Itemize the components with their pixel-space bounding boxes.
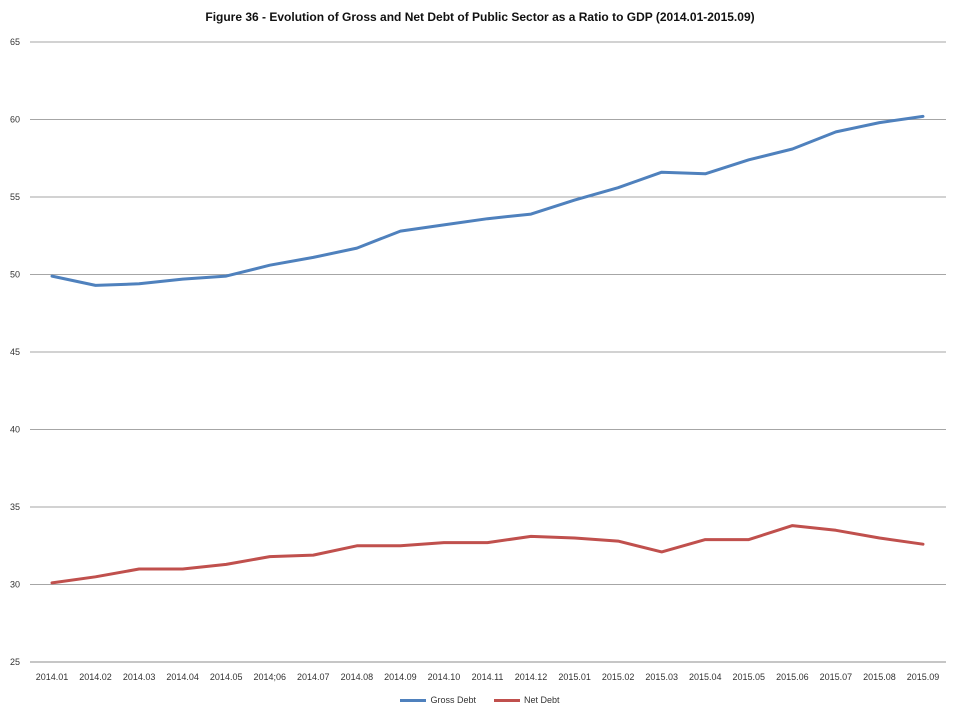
- chart-legend: Gross Debt Net Debt: [0, 695, 960, 705]
- legend-label: Net Debt: [523, 695, 560, 705]
- x-tick-label: 2014.11: [472, 672, 504, 682]
- x-tick-label: 2014.04: [166, 672, 199, 682]
- series-gross-debt: [50, 114, 925, 287]
- x-tick-label: 2014.09: [384, 672, 417, 682]
- y-tick-label: 65: [10, 37, 20, 47]
- x-tick-label: 2015.01: [558, 672, 591, 682]
- x-tick-label: 2015.03: [645, 672, 678, 682]
- y-tick-label: 45: [10, 347, 20, 357]
- x-tick-label: 2014.03: [123, 672, 156, 682]
- x-tick-label: 2014.08: [341, 672, 374, 682]
- legend-label: Gross Debt: [430, 695, 476, 705]
- y-tick-label: 35: [10, 502, 20, 512]
- gridlines: [30, 41, 946, 663]
- x-tick-label: 2014.01: [36, 672, 69, 682]
- series-net-debt: [50, 524, 925, 585]
- x-tick-label: 2014;06: [253, 672, 286, 682]
- y-tick-label: 40: [10, 425, 20, 435]
- y-tick-label: 50: [10, 270, 20, 280]
- series-line-gross-debt: [50, 114, 925, 287]
- series-line-net-debt: [50, 524, 925, 585]
- y-tick-label: 30: [10, 580, 20, 590]
- series-lines: [50, 114, 925, 585]
- legend-item-gross-debt: Gross Debt: [400, 695, 476, 705]
- x-tick-label: 2015.07: [820, 672, 853, 682]
- x-tick-label: 2014.02: [79, 672, 112, 682]
- legend-swatch-gross-debt: [400, 698, 427, 702]
- legend-item-net-debt: Net Debt: [493, 695, 560, 705]
- legend-swatch-net-debt: [493, 698, 520, 702]
- y-tick-label: 25: [10, 657, 20, 667]
- x-tick-label: 2014.12: [515, 672, 548, 682]
- x-tick-label: 2015.04: [689, 672, 722, 682]
- x-axis-tick-labels: 2014.01 2014.02 2014.03 2014.04 2014.05 2014;…: [36, 672, 940, 682]
- x-tick-label: 2015.09: [907, 672, 940, 682]
- x-tick-label: 2015.05: [733, 672, 766, 682]
- x-tick-label: 2014.07: [297, 672, 330, 682]
- chart-title: Figure 36 - Evolution of Gross and Net D…: [205, 10, 755, 24]
- y-tick-label: 60: [10, 115, 20, 125]
- x-tick-label: 2015.06: [776, 672, 809, 682]
- x-tick-label: 2014.05: [210, 672, 243, 682]
- x-tick-label: 2015.02: [602, 672, 635, 682]
- y-tick-label: 55: [10, 192, 20, 202]
- x-tick-label: 2015.08: [863, 672, 896, 682]
- x-tick-label: 2014.10: [428, 672, 461, 682]
- y-axis-tick-labels: 25 30 35 40 45 50 55 60 65: [10, 37, 20, 667]
